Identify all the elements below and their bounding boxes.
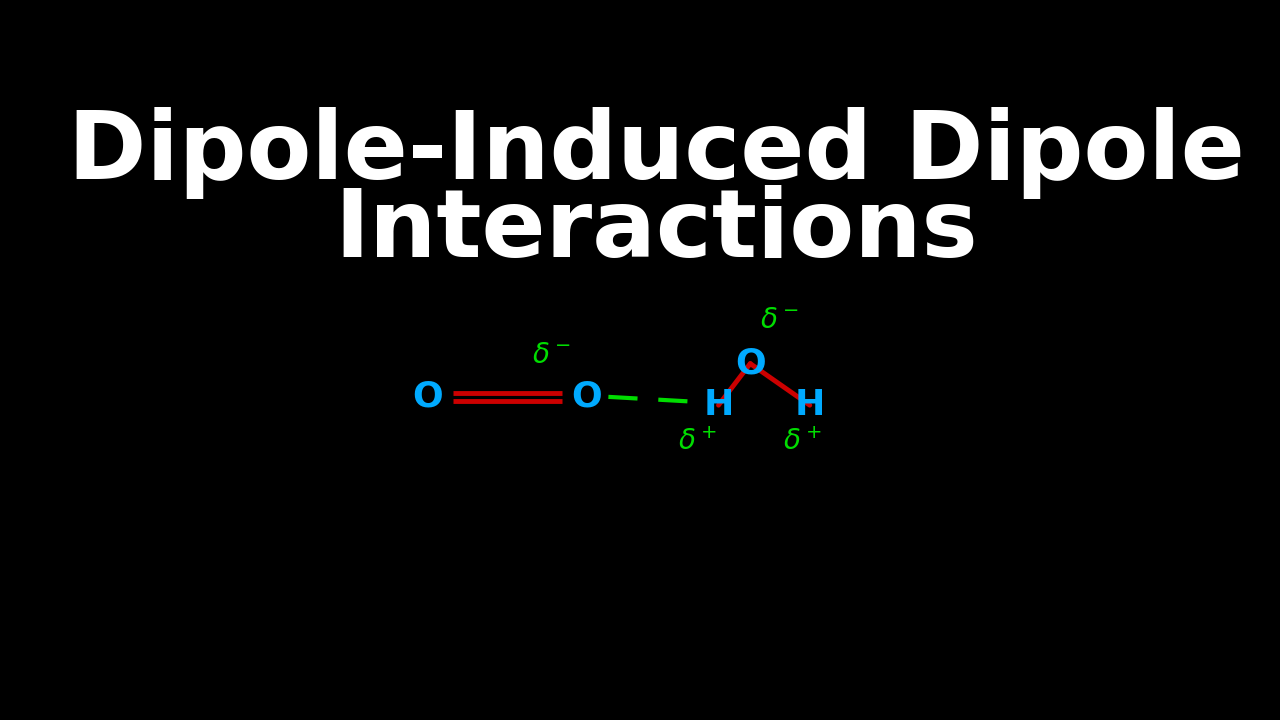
Text: Dipole-Induced Dipole: Dipole-Induced Dipole [68, 107, 1244, 199]
Text: $\delta^+$: $\delta^+$ [783, 428, 822, 456]
Text: O: O [412, 380, 443, 414]
Text: $\delta^-$: $\delta^-$ [532, 341, 571, 369]
Text: O: O [571, 380, 602, 414]
Text: $\delta^+$: $\delta^+$ [678, 428, 717, 456]
Text: H: H [795, 388, 824, 422]
Text: $\delta^-$: $\delta^-$ [760, 306, 800, 334]
Text: O: O [735, 346, 765, 381]
Text: Interactions: Interactions [334, 184, 978, 276]
Text: H: H [703, 388, 733, 422]
